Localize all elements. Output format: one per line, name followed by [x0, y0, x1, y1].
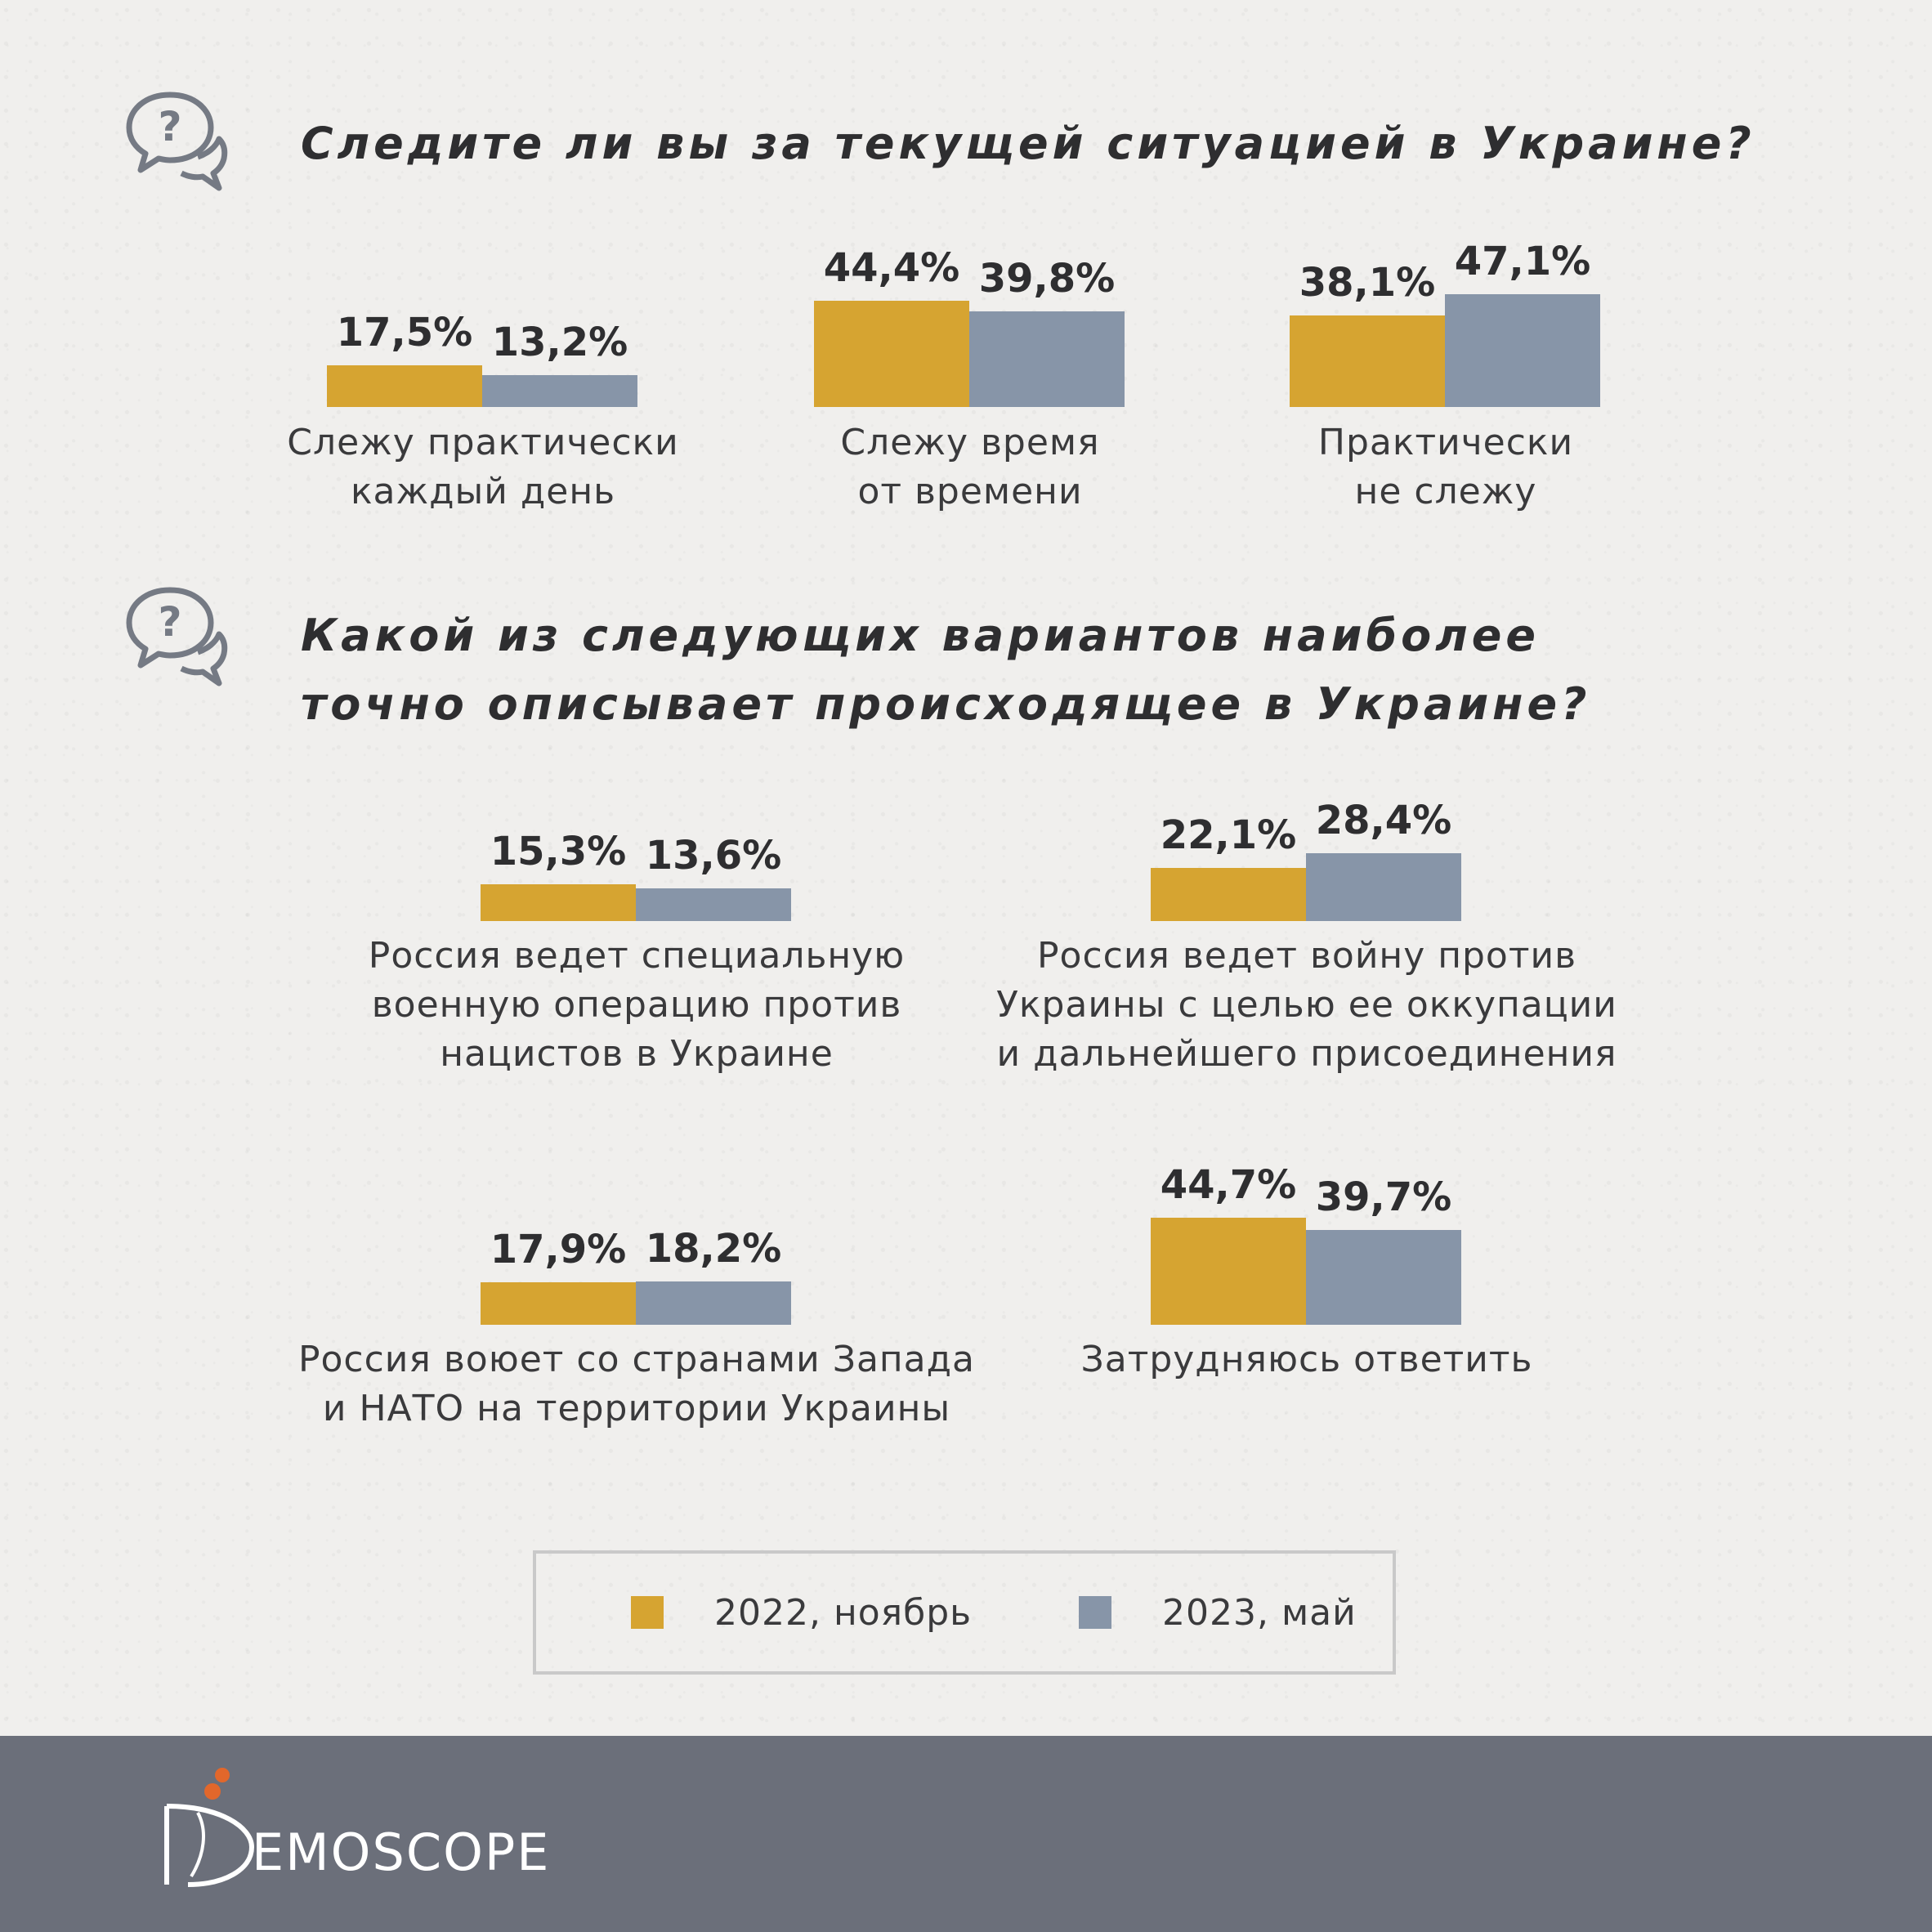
category-label: Затрудняюсь ответить: [1080, 1339, 1533, 1380]
question-chat-icon: ?: [123, 584, 229, 690]
value-label-2023: 18,2%: [645, 1226, 782, 1272]
value-label-2023: 13,2%: [491, 320, 628, 365]
demoscope-logo: EMOSCOPE: [155, 1765, 580, 1888]
value-label-2023: 39,7%: [1315, 1174, 1452, 1220]
bar-2022: [814, 301, 969, 407]
legend-swatch-2022: [631, 1596, 664, 1629]
value-label-2022: 38,1%: [1299, 260, 1436, 306]
background-texture: [0, 0, 1932, 1736]
bar-2022: [481, 884, 636, 921]
footer-bar: [0, 1736, 1932, 1932]
logo-wordmark: EMOSCOPE: [252, 1822, 551, 1882]
legend-item-2023: 2023, май: [1079, 1554, 1357, 1671]
bar-2022: [1290, 315, 1445, 407]
legend-label-2022: 2022, ноябрь: [714, 1591, 973, 1634]
bar-2023: [1306, 1230, 1461, 1325]
category-label: Практически не слежу: [1317, 422, 1574, 512]
value-label-2023: 47,1%: [1454, 239, 1591, 284]
value-label-2022: 22,1%: [1160, 812, 1297, 858]
legend-item-2022: 2022, ноябрь: [631, 1554, 972, 1671]
value-label-2022: 44,7%: [1160, 1162, 1297, 1208]
category-label: Слежу время от времени: [840, 422, 1100, 512]
legend-swatch-2023: [1079, 1596, 1111, 1629]
bar-2023: [1445, 294, 1600, 407]
bar-2022: [1151, 868, 1306, 921]
bar-2023: [636, 888, 791, 921]
value-label-2022: 15,3%: [490, 829, 627, 874]
bar-2022: [1151, 1218, 1306, 1325]
value-label-2023: 39,8%: [978, 256, 1116, 302]
legend: 2022, ноябрь 2023, май: [533, 1550, 1396, 1675]
category-label: Россия ведет войну против Украины с целью…: [996, 935, 1617, 1075]
bar-2022: [327, 365, 482, 407]
value-label-2023: 13,6%: [645, 833, 782, 879]
category-label: Россия воюет со странами Запада и НАТО на…: [297, 1339, 976, 1429]
category-label: Слежу практически каждый день: [287, 422, 679, 512]
legend-label-2023: 2023, май: [1162, 1591, 1357, 1634]
category-label: Россия ведет специальную военную операцию…: [368, 935, 906, 1075]
svg-text:?: ?: [158, 598, 181, 646]
question-chat-icon: ?: [123, 88, 229, 195]
bar-2023: [969, 311, 1125, 407]
question-1-title: Следите ли вы за текущей ситуацией в Укр…: [301, 118, 1755, 169]
value-label-2022: 44,4%: [823, 245, 960, 291]
value-label-2022: 17,9%: [490, 1227, 627, 1272]
bar-2023: [636, 1281, 791, 1325]
question-2-title: Какой из следующих вариантов наиболее то…: [301, 610, 1591, 730]
bar-2023: [1306, 853, 1461, 921]
bar-2022: [481, 1282, 636, 1325]
value-label-2023: 28,4%: [1315, 798, 1452, 843]
value-label-2022: 17,5%: [336, 310, 473, 356]
svg-text:?: ?: [158, 103, 181, 150]
bar-2023: [482, 375, 637, 407]
